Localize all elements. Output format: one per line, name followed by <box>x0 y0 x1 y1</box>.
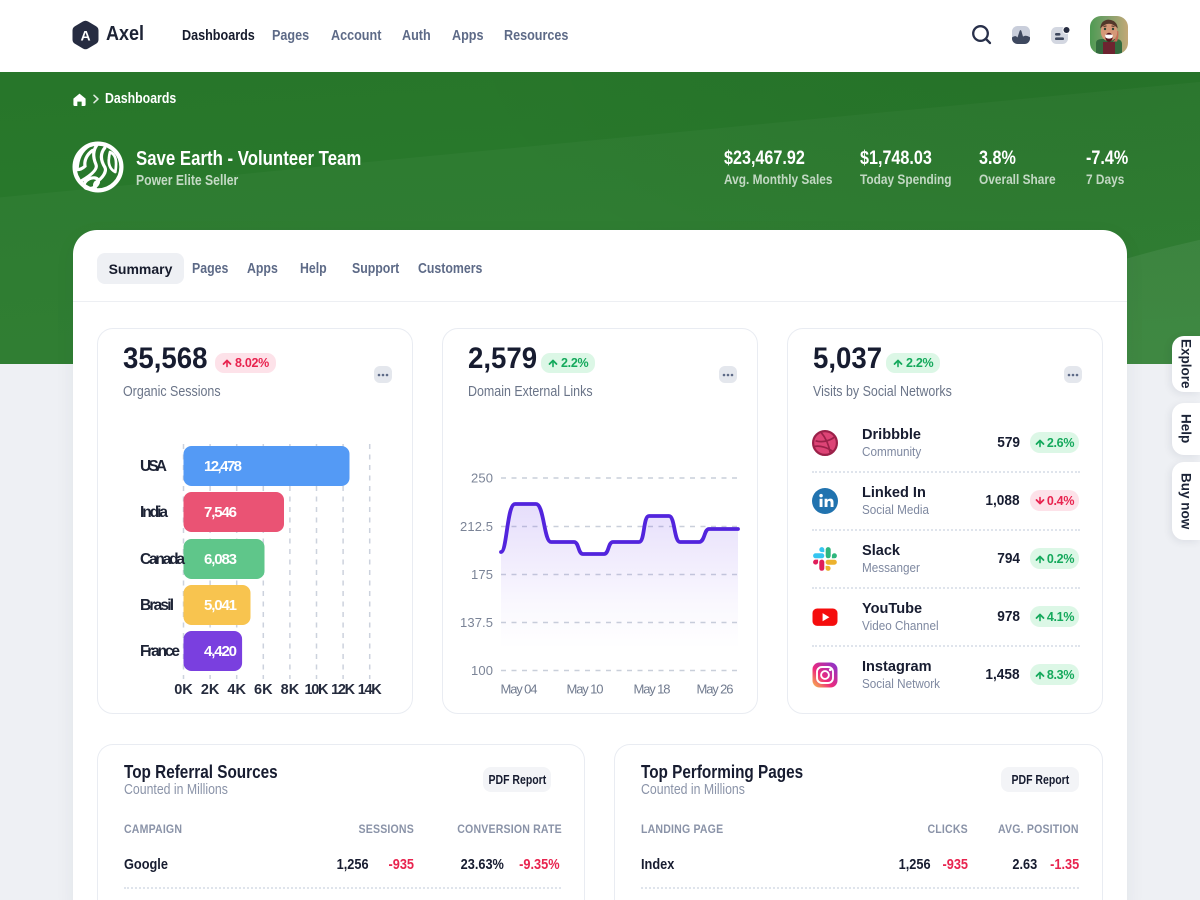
svg-text:May 10: May 10 <box>567 682 604 697</box>
svg-text:6K: 6K <box>254 682 273 698</box>
svg-text:May 18: May 18 <box>634 682 671 697</box>
svg-text:India: India <box>140 504 168 521</box>
svg-text:Canada: Canada <box>140 551 185 568</box>
svg-text:212.5: 212.5 <box>460 519 493 534</box>
svg-text:137.5: 137.5 <box>460 615 493 630</box>
svg-text:A: A <box>80 28 90 44</box>
svg-text:May 26: May 26 <box>697 682 734 697</box>
svg-text:5,041: 5,041 <box>204 597 237 614</box>
svg-text:12,478: 12,478 <box>204 458 242 475</box>
svg-text:May 04: May 04 <box>501 682 538 697</box>
svg-text:France: France <box>140 643 180 660</box>
svg-text:175: 175 <box>471 567 493 582</box>
svg-text:0K: 0K <box>174 682 193 698</box>
svg-text:USA: USA <box>140 458 167 475</box>
svg-text:10K: 10K <box>305 682 330 698</box>
svg-text:Brasil: Brasil <box>140 597 174 614</box>
svg-text:4K: 4K <box>227 682 246 698</box>
svg-text:100: 100 <box>471 663 493 678</box>
svg-text:2K: 2K <box>201 682 220 698</box>
svg-text:12K: 12K <box>331 682 356 698</box>
svg-text:6,083: 6,083 <box>204 551 237 568</box>
svg-text:250: 250 <box>471 471 493 486</box>
svg-text:4,420: 4,420 <box>204 643 237 660</box>
svg-text:8K: 8K <box>281 682 300 698</box>
svg-text:7,546: 7,546 <box>204 504 237 521</box>
svg-text:14K: 14K <box>358 682 383 698</box>
